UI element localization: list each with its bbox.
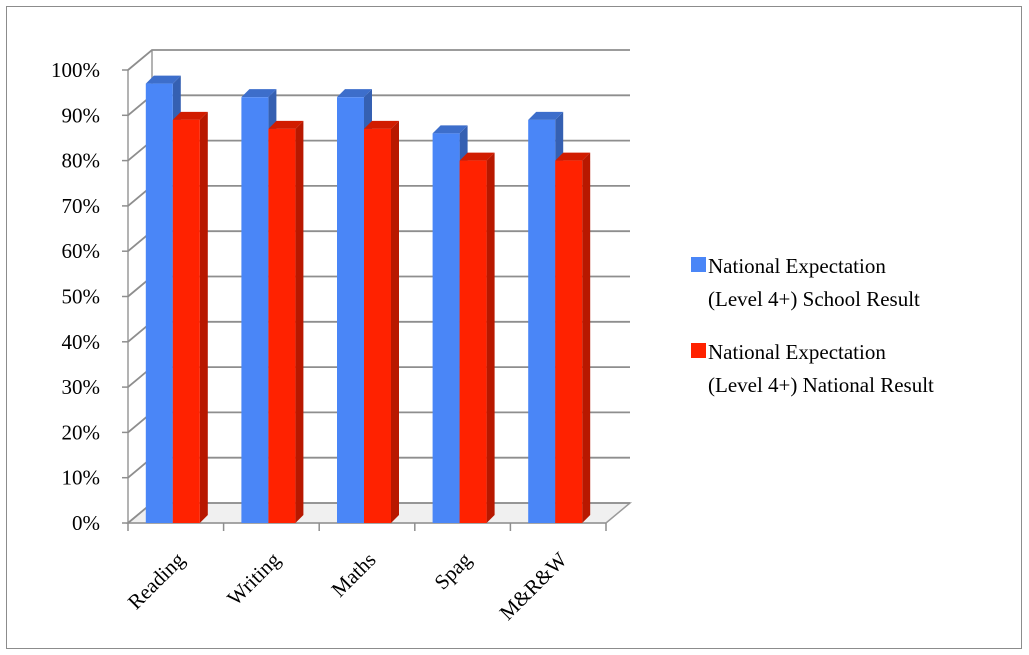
y-tick-label: 50% — [62, 285, 101, 309]
y-tick-label: 90% — [62, 103, 101, 127]
y-tick-label: 20% — [62, 420, 101, 444]
x-axis-ticks: Reading Writing Maths Spag M&R&W — [123, 523, 607, 625]
y-tick-label: 80% — [62, 149, 101, 173]
legend-label: National Expectation — [708, 254, 886, 278]
y-tick-label: 60% — [62, 239, 101, 263]
x-tick-label: Maths — [326, 548, 380, 602]
y-tick-label: 40% — [62, 330, 101, 354]
y-tick-label: 100% — [51, 58, 100, 82]
bar — [459, 152, 495, 523]
x-tick-label: Spag — [429, 547, 476, 594]
legend-label: National Expectation — [708, 340, 886, 364]
legend-entry: National Expectation (Level 4+) National … — [691, 340, 934, 397]
legend: National Expectation (Level 4+) School Re… — [691, 254, 934, 397]
legend-label: (Level 4+) National Result — [708, 373, 934, 397]
y-axis-ticks: 0% 10% 20% 30% 40% 50% 60% 70% 80% 90% 100% — [51, 58, 128, 535]
x-tick-label: Writing — [222, 547, 285, 610]
y-tick-label: 70% — [62, 194, 101, 218]
legend-swatch — [691, 343, 706, 358]
y-tick-label: 10% — [62, 466, 101, 490]
legend-entry: National Expectation (Level 4+) School Re… — [691, 254, 920, 311]
bar — [555, 152, 591, 523]
y-tick-label: 0% — [72, 511, 100, 535]
legend-label: (Level 4+) School Result — [708, 287, 920, 311]
bar — [268, 120, 304, 523]
bar — [172, 111, 208, 523]
legend-swatch — [691, 257, 706, 272]
bars — [145, 75, 591, 524]
bar — [364, 120, 399, 523]
gridline — [127, 49, 630, 71]
x-tick-label: M&R&W — [495, 547, 572, 624]
x-tick-label: Reading — [123, 547, 190, 614]
y-tick-label: 30% — [62, 375, 101, 399]
